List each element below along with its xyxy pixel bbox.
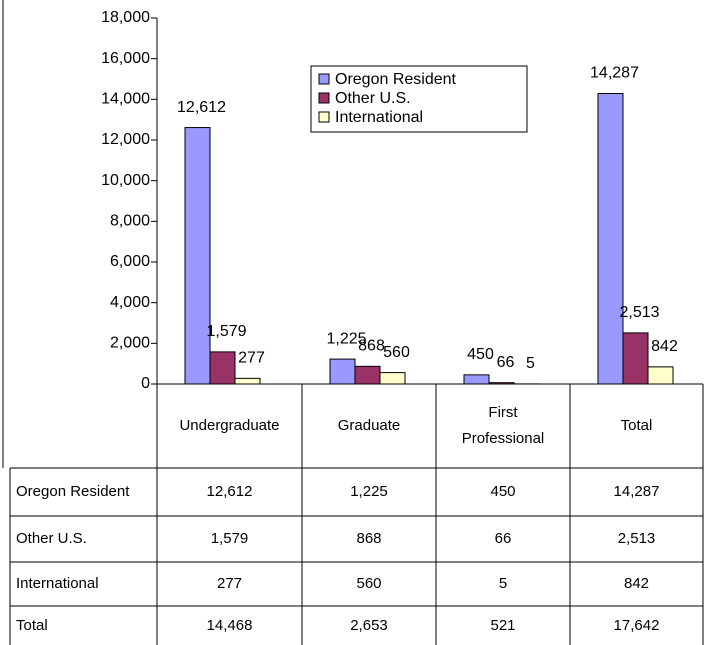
bar: [647, 366, 674, 385]
table-cell-text: 560: [356, 575, 382, 592]
y-tick-label: 8,000: [110, 213, 150, 230]
bar: [329, 358, 356, 385]
table-row-label: Total: [10, 606, 157, 645]
table-row-label: International: [10, 562, 157, 606]
table-row-label-text: International: [16, 575, 99, 592]
table-cell-text: 521: [490, 616, 516, 634]
table-cell: 868: [302, 516, 436, 562]
data-label: 868: [358, 338, 385, 355]
table-cell-text: 2,653: [350, 616, 388, 634]
table-cell: 12,612: [157, 468, 302, 516]
table-cell: 14,468: [157, 606, 302, 645]
bar: [597, 92, 624, 385]
table-cell-text: 1,225: [350, 483, 388, 500]
data-label: 842: [651, 338, 678, 355]
table-cell: 5: [436, 562, 570, 606]
data-label: 66: [497, 354, 515, 371]
table-cell: 560: [302, 562, 436, 606]
table-cell: 1,225: [302, 468, 436, 516]
bar: [488, 382, 515, 385]
bar: [379, 372, 406, 385]
y-tick-label: 6,000: [110, 253, 150, 270]
table-cell: 66: [436, 516, 570, 562]
legend-label: Oregon Resident: [335, 71, 457, 88]
table-cell-text: 842: [623, 575, 650, 592]
table-cell: 2,653: [302, 606, 436, 645]
table-cell-text: 450: [490, 483, 516, 500]
bar: [622, 332, 649, 385]
bar: [209, 351, 236, 385]
table-cell-text: 2,513: [617, 530, 656, 547]
bar: [354, 365, 381, 385]
y-tick-label: 12,000: [101, 131, 150, 148]
data-label: 1,579: [206, 323, 246, 340]
data-label: 277: [238, 350, 265, 367]
table-cell-text: 1,579: [210, 530, 249, 547]
category-label: Graduate: [302, 384, 436, 468]
table-cell-text: 66: [494, 530, 512, 547]
table-cell: 450: [436, 468, 570, 516]
table-cell: 2,513: [570, 516, 703, 562]
data-label: 12,612: [177, 99, 226, 116]
table-row-label-text: Other U.S.: [16, 530, 87, 547]
category-label-text: Undergraduate: [179, 417, 280, 434]
legend-label: Other U.S.: [335, 90, 411, 107]
table-cell-text: 12,612: [206, 483, 253, 500]
y-tick-label: 4,000: [110, 294, 150, 311]
bar: [234, 377, 261, 385]
legend-swatch: [318, 111, 330, 123]
category-label: Total: [570, 384, 703, 468]
table-cell-text: 14,468: [206, 616, 253, 634]
table-row-label: Other U.S.: [10, 516, 157, 562]
data-label: 1,225: [326, 330, 366, 347]
table-row-label-text: Total: [16, 616, 48, 634]
y-tick-label: 18,000: [101, 9, 150, 26]
table-cell-text: 5: [498, 575, 508, 592]
y-tick-label: 2,000: [110, 335, 150, 352]
data-label: 560: [383, 344, 410, 361]
y-tick-label: 16,000: [101, 50, 150, 67]
legend-label: International: [335, 109, 423, 126]
table-cell: 17,642: [570, 606, 703, 645]
table-cell: 521: [436, 606, 570, 645]
category-label-text: Total: [620, 417, 653, 434]
category-label-text: Graduate: [337, 417, 401, 434]
table-row-label-text: Oregon Resident: [16, 483, 130, 500]
y-tick-label: 10,000: [101, 172, 150, 189]
table-cell-text: 17,642: [613, 616, 660, 634]
table-cell: 277: [157, 562, 302, 606]
table-cell: 14,287: [570, 468, 703, 516]
legend: Oregon Resident Other U.S. International: [310, 65, 528, 133]
table-cell: 1,579: [157, 516, 302, 562]
data-label: 5: [526, 355, 535, 372]
data-label: 2,513: [619, 304, 659, 321]
data-label: 450: [467, 346, 494, 363]
bar: [463, 374, 490, 385]
y-tick-label: 14,000: [101, 91, 150, 108]
category-label: Undergraduate: [157, 384, 302, 468]
table-row-label: Oregon Resident: [10, 468, 157, 516]
legend-swatch: [318, 73, 330, 85]
legend-box: [310, 65, 528, 133]
category-label-text: First Professional: [461, 404, 545, 447]
category-label: First Professional: [436, 384, 570, 468]
table-cell-text: 277: [216, 575, 243, 592]
data-label: 14,287: [590, 65, 639, 82]
y-tick-label: 0: [141, 375, 150, 392]
legend-swatch: [318, 92, 330, 104]
table-cell-text: 14,287: [613, 483, 660, 500]
table-cell: 842: [570, 562, 703, 606]
bar: [184, 127, 211, 385]
table-cell-text: 868: [356, 530, 382, 547]
